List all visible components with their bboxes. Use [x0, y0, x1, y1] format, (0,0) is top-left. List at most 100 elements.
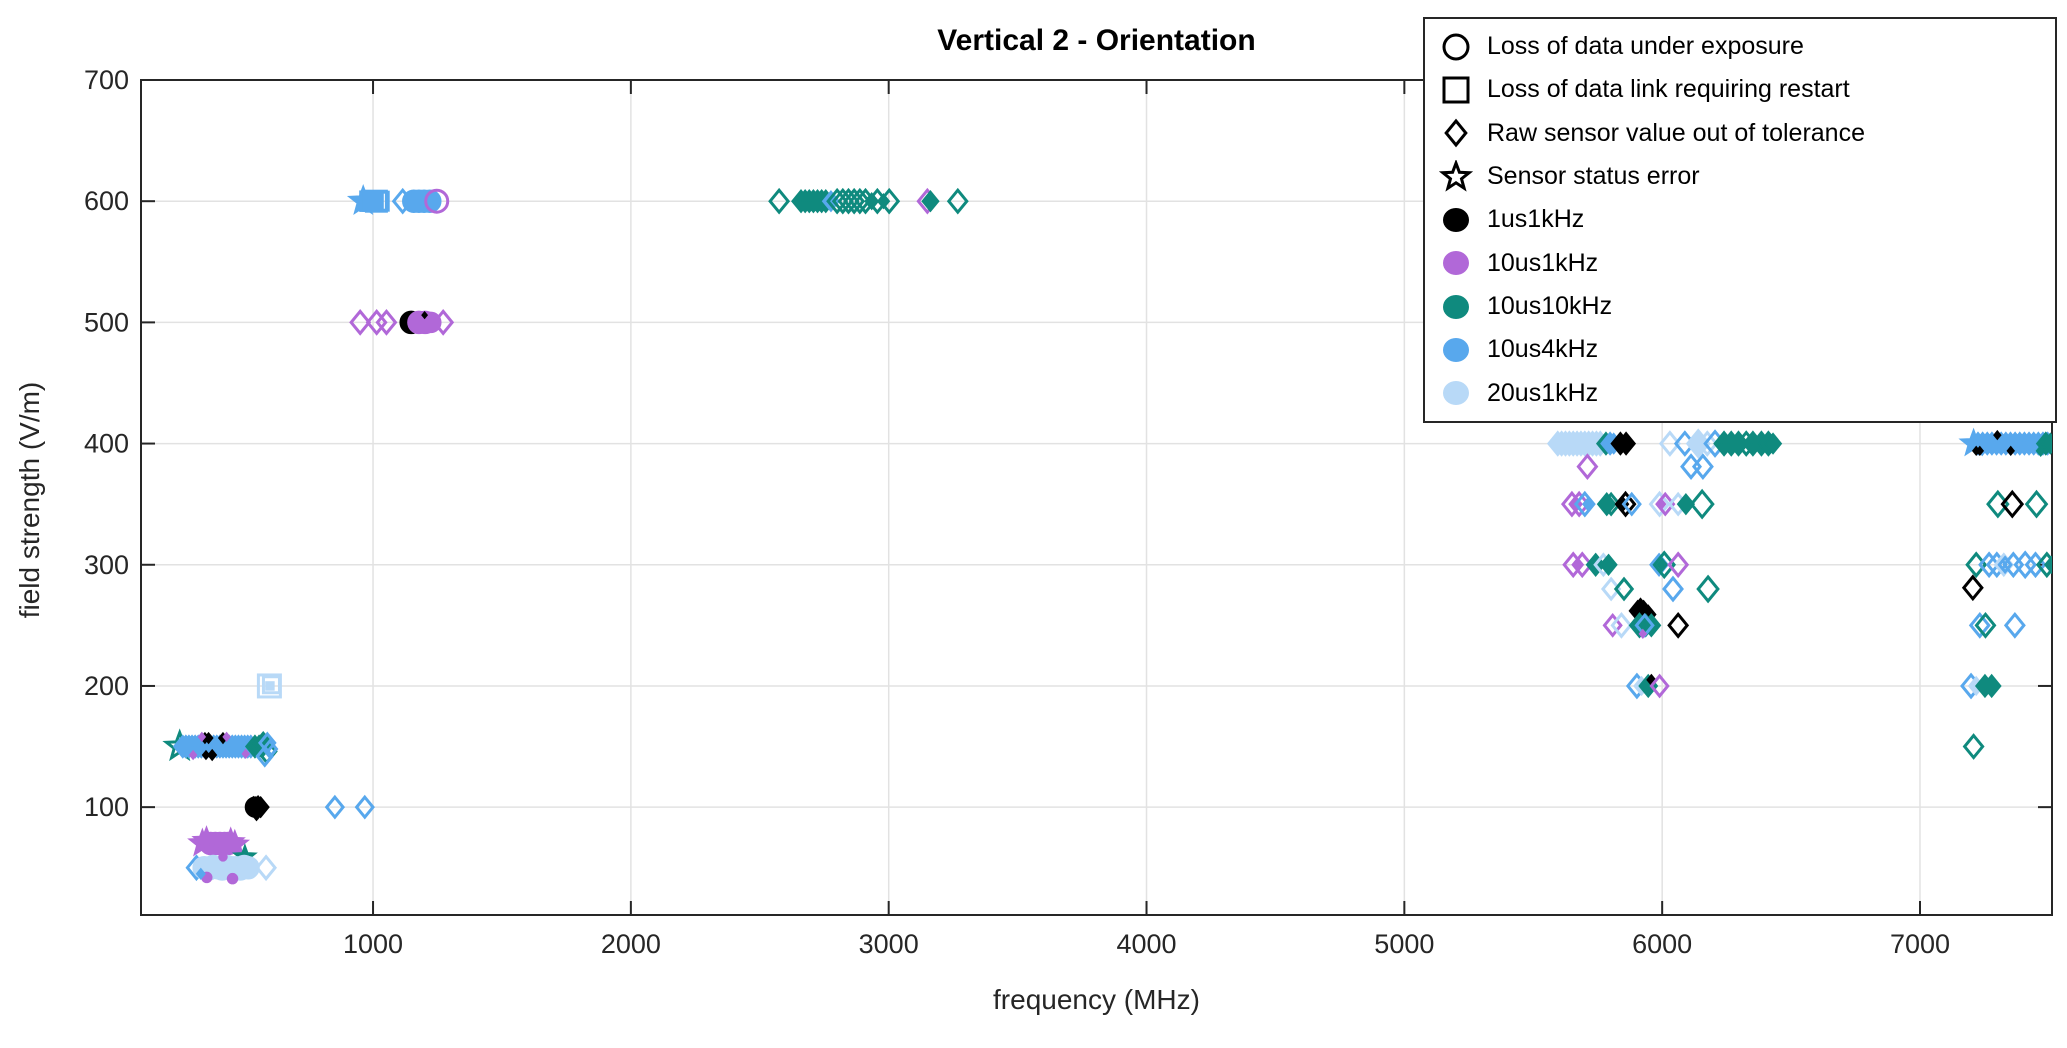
data-point	[418, 189, 442, 213]
legend-item-series: 10us10kHz	[1439, 285, 2055, 328]
data-point	[1997, 555, 2013, 575]
legend-label: Loss of data under exposure	[1487, 32, 1804, 61]
chart-title: Vertical 2 - Orientation	[937, 24, 1256, 57]
legend-label: 20us1kHz	[1487, 378, 1599, 407]
legend-marker-icon	[1444, 118, 1468, 148]
x-tick-label-7000: 7000	[1890, 929, 1950, 959]
data-point	[2013, 550, 2037, 580]
data-point	[195, 867, 206, 880]
data-point	[1648, 490, 1671, 518]
data-point	[1658, 430, 1681, 457]
x-tick-label-2000: 2000	[601, 929, 661, 959]
data-point	[1442, 76, 1470, 104]
legend-color-dot	[1443, 294, 1469, 319]
data-point	[946, 187, 969, 215]
legend-color-dot	[1443, 381, 1469, 406]
y-tick-label-500: 500	[84, 307, 129, 337]
data-point	[251, 795, 270, 819]
data-point	[2003, 611, 2026, 639]
x-tick-label-6000: 6000	[1632, 929, 1692, 959]
data-point	[1961, 574, 1984, 602]
data-point	[1621, 491, 1642, 517]
legend-item-marker: Loss of data link requiring restart	[1439, 68, 2055, 111]
legend-label: Loss of data link requiring restart	[1487, 75, 1850, 104]
y-tick-label-700: 700	[84, 65, 129, 95]
data-point	[1968, 611, 1991, 639]
data-point	[864, 192, 880, 211]
data-point	[1613, 576, 1635, 602]
data-point	[1635, 597, 1646, 610]
data-point	[1676, 492, 1696, 516]
data-point	[201, 749, 211, 761]
data-point	[375, 309, 398, 336]
data-point	[1582, 496, 1594, 512]
data-point	[848, 187, 871, 215]
data-point	[1616, 431, 1637, 456]
y-tick-label-300: 300	[84, 550, 129, 580]
legend-marker-icon	[1443, 207, 1469, 232]
legend-marker-icon	[1443, 294, 1469, 319]
y-tick-label-600: 600	[84, 186, 129, 216]
data-point	[421, 310, 429, 320]
data-point	[1689, 488, 1715, 520]
data-point	[1610, 611, 1633, 639]
x-axis-label: frequency (MHz)	[993, 984, 1200, 1015]
data-point	[1442, 33, 1470, 61]
legend-marker-icon	[1439, 159, 1473, 192]
data-point	[1655, 491, 1676, 517]
data-point	[1439, 159, 1473, 192]
data-point	[1649, 673, 1670, 699]
data-point	[1978, 551, 2001, 579]
data-point	[324, 794, 346, 820]
data-point	[1600, 576, 1622, 602]
data-point	[1667, 611, 1690, 639]
legend-item-series: 10us4kHz	[1439, 328, 2055, 371]
data-point	[876, 193, 891, 210]
data-point	[1986, 489, 2010, 519]
data-point	[226, 872, 239, 885]
data-point	[1971, 445, 1981, 457]
data-point	[1656, 557, 1669, 572]
data-point	[265, 681, 275, 691]
data-points	[162, 184, 2052, 885]
legend-label: Raw sensor value out of tolerance	[1487, 118, 1865, 147]
data-point	[1600, 491, 1622, 517]
data-point	[424, 188, 450, 214]
data-point	[203, 731, 214, 745]
data-point	[216, 831, 240, 856]
legend-item-series: 20us1kHz	[1439, 372, 2055, 415]
data-point	[1576, 453, 1599, 480]
data-point	[207, 748, 218, 762]
legend-item-marker: Sensor status error	[1439, 155, 2055, 198]
data-point	[1680, 453, 1702, 480]
data-point	[1974, 611, 1997, 639]
data-point	[1993, 429, 2002, 441]
data-point	[1599, 553, 1618, 576]
legend-color-dot	[1443, 251, 1469, 276]
legend-marker-icon	[1443, 251, 1469, 276]
plot-border	[140, 79, 2053, 916]
legend-label: 10us1kHz	[1487, 248, 1599, 277]
data-point	[1696, 574, 1720, 604]
data-point	[368, 190, 390, 212]
legend-item-marker: Raw sensor value out of tolerance	[1439, 112, 2055, 155]
legend-color-dot	[1443, 337, 1469, 362]
data-point	[2043, 555, 2052, 574]
data-point	[432, 309, 455, 336]
legend-label: 1us1kHz	[1487, 205, 1585, 234]
data-point	[921, 190, 940, 213]
data-point	[878, 187, 901, 215]
data-point	[1657, 498, 1667, 510]
x-tick-label-4000: 4000	[1116, 929, 1176, 959]
data-point	[2041, 432, 2052, 455]
data-point	[1602, 612, 1623, 638]
data-point	[1596, 491, 1617, 517]
y-tick-label-400: 400	[84, 429, 129, 459]
data-point	[2024, 489, 2049, 519]
data-point	[261, 675, 281, 695]
data-point	[222, 731, 231, 743]
data-point	[249, 805, 264, 822]
y-tick-label-200: 200	[84, 671, 129, 701]
data-point	[1614, 490, 1637, 518]
